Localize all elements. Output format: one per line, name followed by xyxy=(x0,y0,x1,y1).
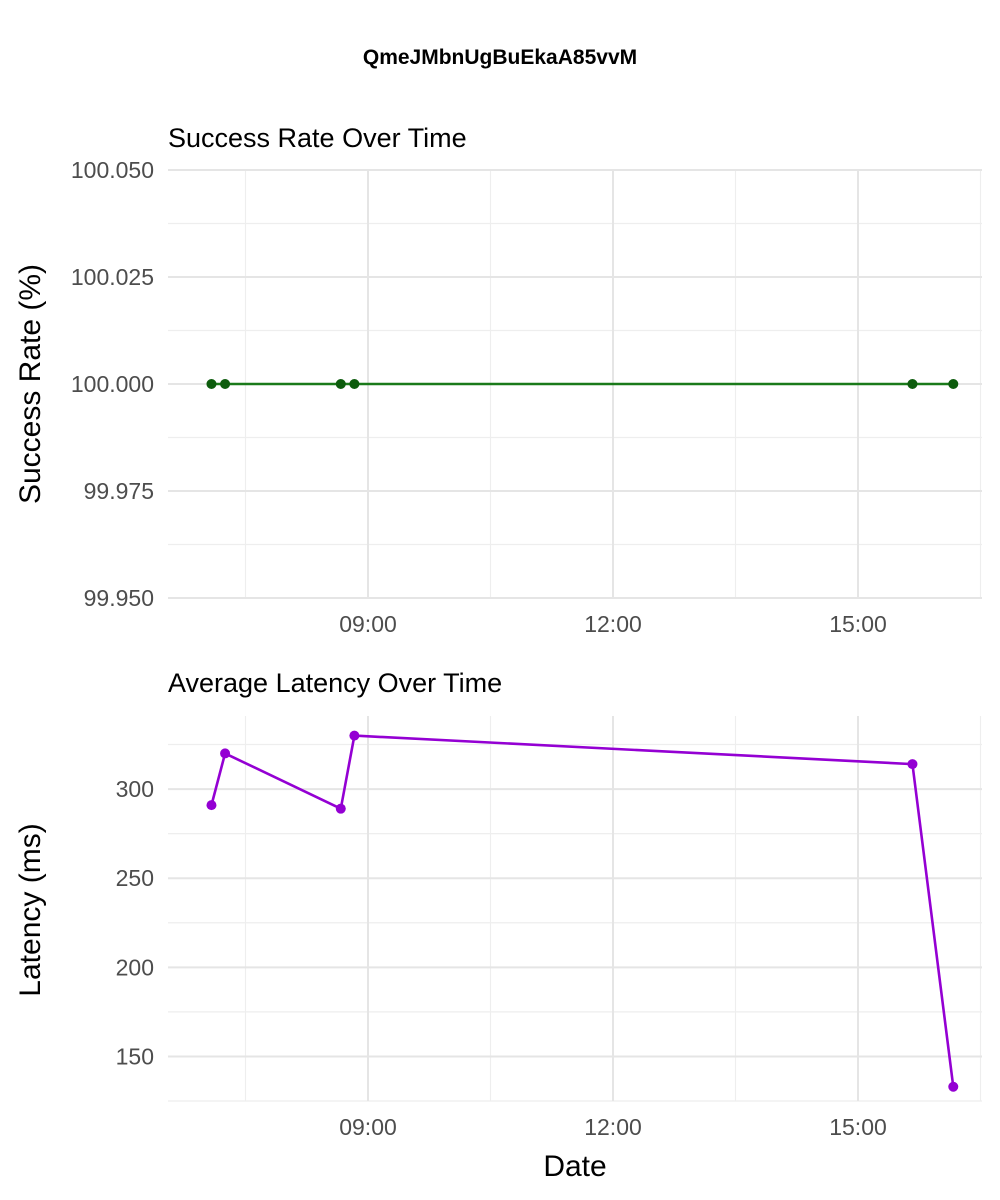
success-rate-y-tick-label: 99.975 xyxy=(84,478,154,504)
latency-data-point xyxy=(206,800,217,811)
latency-x-tick-label: 12:00 xyxy=(584,1114,642,1140)
success-rate-data-point xyxy=(948,379,959,389)
success-rate-y-tick-label: 100.025 xyxy=(71,264,154,290)
latency-data-point xyxy=(220,748,231,759)
x-axis-title: Date xyxy=(543,1150,606,1183)
latency-x-tick-labels: 09:00 12:00 15:00 xyxy=(339,1114,887,1140)
latency-y-tick-label: 150 xyxy=(116,1043,154,1069)
latency-y-tick-label: 250 xyxy=(116,865,154,891)
latency-panel: Average Latency Over Time 150 200 250 300 0… xyxy=(14,668,982,1140)
latency-data-point xyxy=(907,759,918,770)
success-rate-panel-title: Success Rate Over Time xyxy=(168,123,467,153)
success-rate-x-tick-label: 12:00 xyxy=(584,611,642,637)
success-rate-y-tick-label: 100.050 xyxy=(71,157,154,183)
latency-x-tick-label: 09:00 xyxy=(339,1114,397,1140)
latency-y-tick-label: 200 xyxy=(116,954,154,980)
success-rate-x-tick-labels: 09:00 12:00 15:00 xyxy=(339,611,887,637)
success-rate-y-axis-title: Success Rate (%) xyxy=(14,264,47,504)
success-rate-data-point xyxy=(907,379,918,389)
figure-title: QmeJMbnUgBuEkaA85vvM xyxy=(363,46,637,69)
latency-line xyxy=(210,734,955,1087)
success-rate-y-tick-label: 99.950 xyxy=(84,585,154,611)
success-rate-panel: Success Rate Over Time 99.950 99.975 100.0… xyxy=(14,123,982,637)
latency-x-tick-label: 15:00 xyxy=(829,1114,887,1140)
success-rate-x-tick-label: 15:00 xyxy=(829,611,887,637)
success-rate-y-tick-label: 100.000 xyxy=(71,371,154,397)
success-rate-data-point xyxy=(335,379,346,389)
success-rate-x-tick-label: 09:00 xyxy=(339,611,397,637)
success-rate-series xyxy=(206,379,959,389)
success-rate-data-point xyxy=(220,379,231,389)
latency-y-axis-title: Latency (ms) xyxy=(14,823,47,996)
success-rate-y-tick-labels: 99.950 99.975 100.000 100.025 100.050 xyxy=(71,157,154,611)
latency-panel-title: Average Latency Over Time xyxy=(168,668,502,698)
latency-series xyxy=(206,730,959,1092)
latency-data-point xyxy=(948,1081,959,1092)
latency-data-point xyxy=(349,730,360,741)
latency-y-tick-labels: 150 200 250 300 xyxy=(116,776,154,1069)
latency-data-point xyxy=(335,803,346,814)
success-rate-data-point xyxy=(206,379,217,389)
latency-y-tick-label: 300 xyxy=(116,776,154,802)
success-rate-data-point xyxy=(349,379,360,389)
latency-gridlines xyxy=(168,716,982,1102)
